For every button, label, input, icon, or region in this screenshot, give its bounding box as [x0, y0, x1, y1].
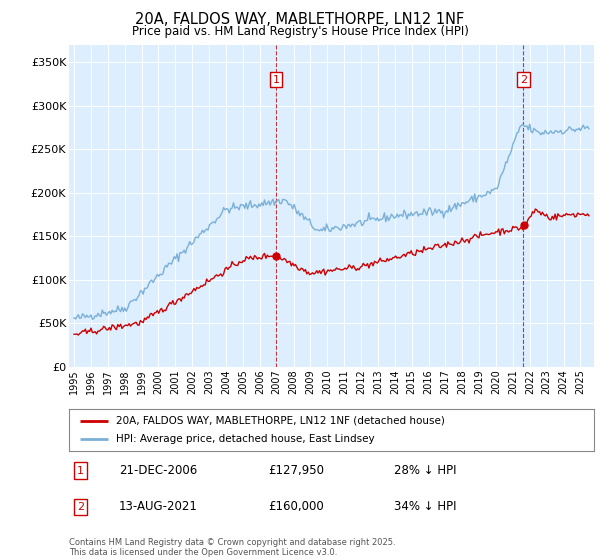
Text: £127,950: £127,950 — [269, 464, 325, 477]
Text: 28% ↓ HPI: 28% ↓ HPI — [395, 464, 457, 477]
Text: HPI: Average price, detached house, East Lindsey: HPI: Average price, detached house, East… — [116, 434, 375, 444]
Text: 2: 2 — [520, 74, 527, 85]
Text: 13-AUG-2021: 13-AUG-2021 — [119, 500, 198, 513]
Text: 21-DEC-2006: 21-DEC-2006 — [119, 464, 197, 477]
Text: 2: 2 — [77, 502, 84, 512]
Text: £160,000: £160,000 — [269, 500, 324, 513]
Text: 20A, FALDOS WAY, MABLETHORPE, LN12 1NF (detached house): 20A, FALDOS WAY, MABLETHORPE, LN12 1NF (… — [116, 416, 445, 426]
Text: 20A, FALDOS WAY, MABLETHORPE, LN12 1NF: 20A, FALDOS WAY, MABLETHORPE, LN12 1NF — [136, 12, 464, 27]
Text: Contains HM Land Registry data © Crown copyright and database right 2025.
This d: Contains HM Land Registry data © Crown c… — [69, 538, 395, 557]
Text: 1: 1 — [272, 74, 280, 85]
Text: 1: 1 — [77, 465, 84, 475]
Text: Price paid vs. HM Land Registry's House Price Index (HPI): Price paid vs. HM Land Registry's House … — [131, 25, 469, 38]
Text: 34% ↓ HPI: 34% ↓ HPI — [395, 500, 457, 513]
